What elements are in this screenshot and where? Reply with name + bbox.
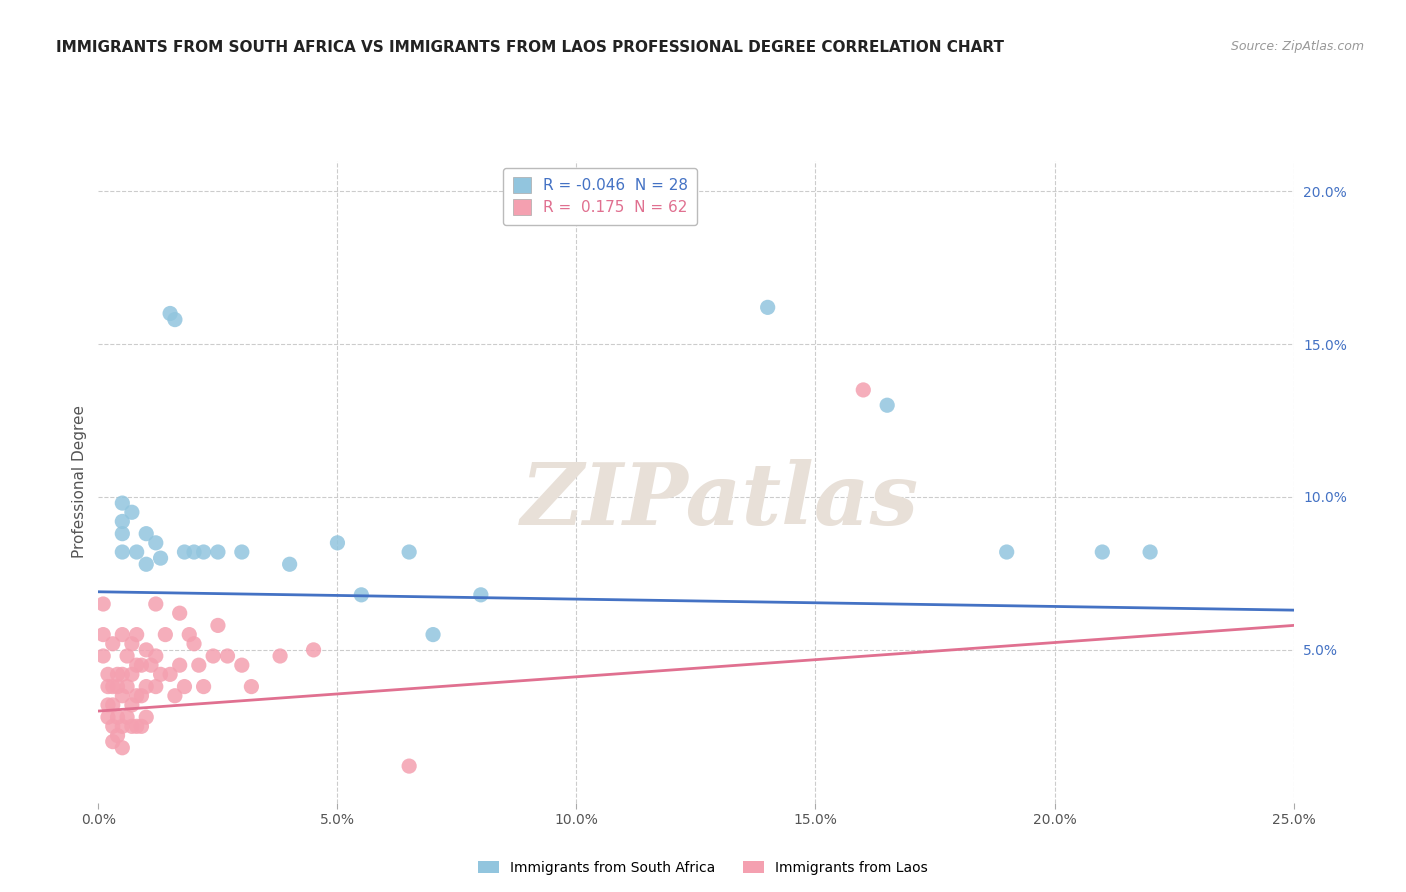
Point	[207, 618, 229, 632]
Point	[121, 637, 143, 651]
Point	[169, 658, 191, 673]
Point	[139, 658, 162, 673]
Point	[97, 710, 120, 724]
Point	[131, 689, 153, 703]
Point	[159, 667, 181, 681]
Point	[269, 648, 291, 663]
Point	[173, 680, 195, 694]
Point	[125, 658, 148, 673]
Point	[183, 637, 205, 651]
Legend: Immigrants from South Africa, Immigrants from Laos: Immigrants from South Africa, Immigrants…	[472, 855, 934, 880]
Point	[149, 551, 172, 566]
Point	[163, 312, 186, 326]
Point	[107, 710, 129, 724]
Point	[125, 689, 148, 703]
Point	[121, 719, 143, 733]
Y-axis label: Professional Degree: Professional Degree	[72, 405, 87, 558]
Point	[111, 627, 134, 641]
Legend: R = -0.046  N = 28, R =  0.175  N = 62: R = -0.046 N = 28, R = 0.175 N = 62	[503, 169, 697, 225]
Point	[131, 719, 153, 733]
Point	[101, 637, 124, 651]
Point	[193, 680, 215, 694]
Point	[422, 627, 444, 641]
Point	[91, 597, 114, 611]
Point	[121, 667, 143, 681]
Point	[125, 719, 148, 733]
Point	[101, 734, 124, 748]
Point	[135, 643, 157, 657]
Point	[145, 680, 167, 694]
Point	[121, 698, 143, 712]
Point	[231, 658, 253, 673]
Text: IMMIGRANTS FROM SOUTH AFRICA VS IMMIGRANTS FROM LAOS PROFESSIONAL DEGREE CORRELA: IMMIGRANTS FROM SOUTH AFRICA VS IMMIGRAN…	[56, 40, 1004, 55]
Point	[1091, 545, 1114, 559]
Point	[101, 680, 124, 694]
Point	[111, 515, 134, 529]
Point	[470, 588, 492, 602]
Point	[173, 545, 195, 559]
Point	[131, 658, 153, 673]
Point	[179, 627, 201, 641]
Point	[111, 740, 134, 755]
Point	[111, 526, 134, 541]
Point	[350, 588, 373, 602]
Point	[145, 648, 167, 663]
Point	[111, 719, 134, 733]
Point	[145, 597, 167, 611]
Point	[217, 648, 239, 663]
Point	[91, 648, 114, 663]
Point	[183, 545, 205, 559]
Point	[155, 627, 177, 641]
Point	[187, 658, 209, 673]
Point	[169, 606, 191, 620]
Point	[115, 710, 138, 724]
Point	[278, 558, 301, 572]
Point	[231, 545, 253, 559]
Point	[302, 643, 325, 657]
Point	[193, 545, 215, 559]
Point	[97, 667, 120, 681]
Point	[876, 398, 898, 412]
Point	[852, 383, 875, 397]
Text: ZIPatlas: ZIPatlas	[520, 459, 920, 542]
Point	[111, 545, 134, 559]
Point	[398, 545, 420, 559]
Point	[111, 496, 134, 510]
Point	[149, 667, 172, 681]
Point	[115, 680, 138, 694]
Point	[135, 680, 157, 694]
Point	[326, 536, 349, 550]
Point	[115, 648, 138, 663]
Point	[91, 627, 114, 641]
Point	[107, 667, 129, 681]
Point	[121, 505, 143, 519]
Point	[163, 689, 186, 703]
Point	[995, 545, 1018, 559]
Point	[756, 301, 779, 315]
Text: Source: ZipAtlas.com: Source: ZipAtlas.com	[1230, 40, 1364, 54]
Point	[159, 306, 181, 320]
Point	[107, 729, 129, 743]
Point	[125, 545, 148, 559]
Point	[101, 698, 124, 712]
Point	[97, 680, 120, 694]
Point	[135, 710, 157, 724]
Point	[145, 536, 167, 550]
Point	[202, 648, 225, 663]
Point	[398, 759, 420, 773]
Point	[135, 526, 157, 541]
Point	[125, 627, 148, 641]
Point	[111, 667, 134, 681]
Point	[1139, 545, 1161, 559]
Point	[107, 680, 129, 694]
Point	[240, 680, 263, 694]
Point	[111, 689, 134, 703]
Point	[135, 558, 157, 572]
Point	[207, 545, 229, 559]
Point	[101, 719, 124, 733]
Point	[97, 698, 120, 712]
